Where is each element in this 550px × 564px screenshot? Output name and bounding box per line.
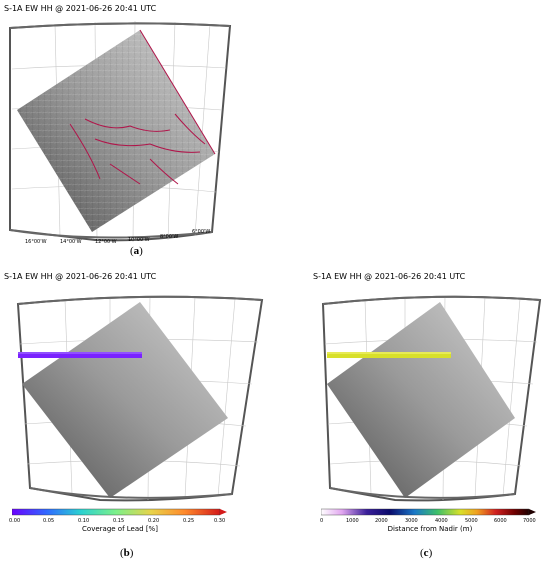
colorbar-b-label: Coverage of Lead [%] xyxy=(82,525,158,533)
cb-tick: 0.00 xyxy=(9,518,21,524)
lead-markings xyxy=(69,29,216,185)
cb-tick: 6000 xyxy=(494,518,507,524)
panel-c-title: S-1A EW HH @ 2021-06-26 20:41 UTC xyxy=(313,272,466,281)
track-line xyxy=(18,352,142,358)
cb-tick: 5000 xyxy=(465,518,478,524)
colorbar-c xyxy=(321,508,536,516)
panel-a-title: S-1A EW HH @ 2021-06-26 20:41 UTC xyxy=(4,4,157,13)
panel-a: S-1A EW HH @ 2021-06-26 20:41 UTC xyxy=(0,0,275,260)
lon-label: 6°00'W xyxy=(192,229,211,235)
lon-label: 14°00'W xyxy=(60,239,82,245)
panel-c-map xyxy=(321,295,542,502)
colorbar-b xyxy=(12,508,227,516)
cb-tick: 0.10 xyxy=(78,518,90,524)
panel-b-map xyxy=(16,295,264,502)
cb-tick: 0 xyxy=(320,518,324,524)
lon-label: 10°00'W xyxy=(128,237,150,243)
lon-label: 8°00'W xyxy=(160,234,179,240)
panel-a-map xyxy=(9,20,232,243)
cb-tick: 1000 xyxy=(346,518,359,524)
cb-tick: 4000 xyxy=(435,518,448,524)
lon-label: 12°00'W xyxy=(95,239,117,245)
panel-c-label: (c) xyxy=(420,547,433,559)
cb-tick: 0.20 xyxy=(148,518,160,524)
cb-tick: 0.05 xyxy=(43,518,55,524)
cb-tick: 7000 xyxy=(523,518,536,524)
sar-image xyxy=(327,302,515,498)
cb-tick: 2000 xyxy=(375,518,388,524)
colorbar-c-label: Distance from Nadir (m) xyxy=(387,525,473,533)
panel-b: S-1A EW HH @ 2021-06-26 20:41 UTC xyxy=(0,270,275,564)
panel-b-title: S-1A EW HH @ 2021-06-26 20:41 UTC xyxy=(4,272,157,281)
lon-label: 16°00'W xyxy=(25,239,47,245)
panel-b-label: (b) xyxy=(120,547,134,559)
panel-a-label: (a) xyxy=(130,245,143,257)
cb-tick: 3000 xyxy=(405,518,418,524)
panel-c: S-1A EW HH @ 2021-06-26 20:41 UTC xyxy=(275,270,550,564)
track-line xyxy=(327,352,451,358)
cb-tick: 0.25 xyxy=(183,518,195,524)
cb-tick: 0.15 xyxy=(113,518,125,524)
sar-image xyxy=(22,302,228,498)
cb-tick: 0.30 xyxy=(214,518,226,524)
